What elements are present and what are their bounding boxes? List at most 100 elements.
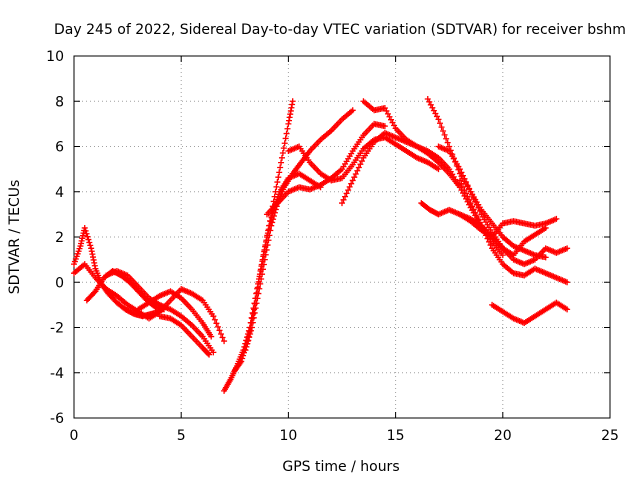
chart-title: Day 245 of 2022, Sidereal Day-to-day VTE… (54, 22, 626, 38)
y-tick-label: -4 (50, 366, 64, 382)
y-axis-label: SDTVAR / TECUs (7, 180, 23, 295)
x-tick-label: 5 (177, 428, 186, 444)
data-point (564, 279, 571, 286)
data-point (440, 127, 447, 134)
data-point (458, 180, 465, 187)
data-point (271, 209, 278, 216)
data-point (240, 352, 247, 359)
data-point (265, 237, 272, 244)
series-arc-5 (135, 288, 215, 340)
data-point (270, 216, 277, 223)
data-point (87, 242, 94, 249)
data-point (211, 316, 218, 323)
data-point (245, 337, 252, 344)
x-tick-label: 25 (601, 428, 619, 444)
data-point (349, 107, 356, 114)
data-point (205, 350, 212, 357)
data-point (464, 182, 471, 189)
data-point (464, 193, 471, 200)
data-point (348, 180, 355, 187)
y-tick-label: -2 (50, 321, 64, 337)
data-point (84, 233, 91, 240)
data-point (352, 170, 359, 177)
data-point (340, 196, 347, 203)
data-point (219, 334, 226, 341)
data-point (210, 313, 217, 320)
y-tick-label: 4 (55, 185, 64, 201)
data-point (542, 224, 549, 231)
data-point (221, 338, 228, 345)
data-point (277, 164, 284, 171)
data-point (472, 209, 479, 216)
data-point (459, 183, 466, 190)
data-point (564, 245, 571, 252)
data-point (273, 183, 280, 190)
data-point (244, 340, 251, 347)
data-point (261, 256, 268, 263)
data-point (208, 333, 215, 340)
x-tick-label: 10 (279, 428, 297, 444)
data-marks (71, 95, 571, 394)
data-point (475, 204, 482, 211)
y-tick-label: 2 (55, 230, 64, 246)
data-point (473, 212, 480, 219)
data-point (259, 271, 266, 278)
data-point (250, 314, 257, 321)
data-point (247, 330, 254, 337)
data-point (253, 300, 260, 307)
data-point (435, 116, 442, 123)
data-point (252, 305, 259, 312)
data-point (564, 306, 571, 313)
data-point (249, 319, 256, 326)
data-point (358, 158, 365, 165)
data-point (255, 290, 262, 297)
data-point (435, 166, 442, 173)
data-point (238, 358, 245, 365)
data-point (467, 188, 474, 195)
series-arc-2 (71, 261, 228, 345)
series-arc-7 (221, 98, 296, 394)
data-point (458, 169, 465, 176)
y-tick-label: -6 (50, 411, 64, 427)
data-point (349, 177, 356, 184)
data-point (463, 190, 470, 197)
data-point (476, 208, 483, 215)
data-point (469, 203, 476, 210)
data-point (461, 187, 468, 194)
y-tick-label: 6 (55, 140, 64, 156)
axis-ticks: 0 5 10 15 20 25 -6 -4 -2 0 2 4 6 8 10 (46, 49, 619, 444)
data-point (443, 135, 450, 142)
data-point (274, 179, 281, 186)
data-point (279, 149, 286, 156)
x-tick-label: 0 (70, 428, 79, 444)
data-point (258, 276, 265, 283)
data-point (289, 98, 296, 105)
series-arc-6 (156, 313, 213, 358)
data-point (438, 124, 445, 131)
data-point (81, 224, 88, 231)
data-point (542, 254, 549, 261)
data-point (355, 164, 362, 171)
data-point (85, 236, 92, 243)
data-point (381, 123, 388, 130)
data-point (342, 193, 349, 200)
y-tick-label: 10 (46, 49, 64, 65)
data-point (264, 242, 271, 249)
data-point (278, 159, 285, 166)
data-point (86, 239, 93, 246)
data-point (262, 251, 269, 258)
series-arc-4 (103, 267, 217, 356)
data-point (83, 230, 90, 237)
data-point (276, 169, 283, 176)
data-point (339, 200, 345, 207)
data-point (237, 359, 244, 366)
data-point (469, 191, 476, 198)
data-point (346, 183, 353, 190)
data-point (243, 343, 250, 350)
data-point (239, 355, 246, 362)
data-point (218, 330, 225, 337)
data-point (268, 222, 275, 229)
data-point (467, 200, 474, 207)
data-point (275, 174, 282, 181)
